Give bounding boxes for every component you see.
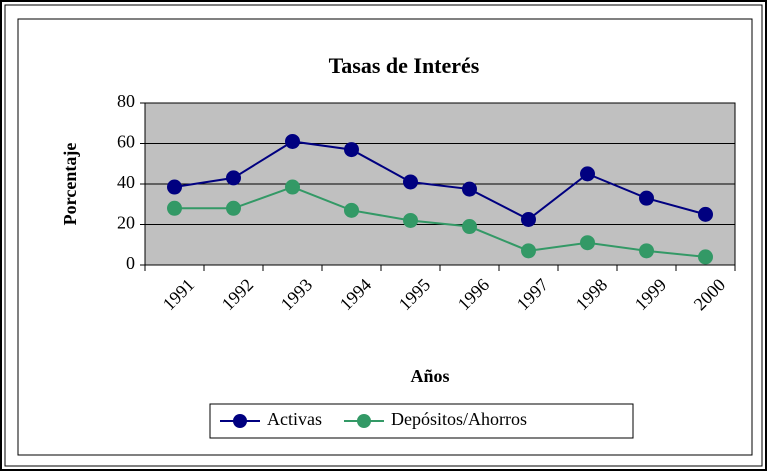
y-axis-label: Porcentaje xyxy=(60,143,80,226)
y-tick-label: 20 xyxy=(117,213,135,233)
data-point xyxy=(521,243,536,259)
data-point xyxy=(226,200,241,216)
data-point xyxy=(639,190,654,206)
legend-marker xyxy=(233,414,247,428)
x-axis-label: Años xyxy=(410,366,449,386)
chart-title: Tasas de Interés xyxy=(329,53,480,78)
legend-label: Activas xyxy=(267,409,322,429)
y-tick-label: 0 xyxy=(126,253,135,273)
data-point xyxy=(521,211,536,227)
data-point xyxy=(285,133,300,149)
data-point xyxy=(167,200,182,216)
data-point xyxy=(639,243,654,259)
legend xyxy=(209,403,634,439)
data-point xyxy=(462,181,477,197)
y-tick-label: 60 xyxy=(117,132,135,152)
series-line xyxy=(174,140,706,221)
data-point xyxy=(167,179,182,195)
inner-frame xyxy=(4,4,763,467)
series-line xyxy=(174,185,706,258)
data-point xyxy=(344,142,359,158)
data-point xyxy=(698,206,713,222)
y-tick-label: 40 xyxy=(117,172,135,192)
data-point xyxy=(698,249,713,265)
legend-label: Depósitos/Ahorros xyxy=(391,409,527,429)
data-point xyxy=(580,166,595,182)
y-tick-label: 80 xyxy=(117,91,135,111)
data-point xyxy=(226,170,241,186)
data-point xyxy=(580,235,595,251)
data-point xyxy=(403,174,418,190)
legend-marker xyxy=(356,414,371,428)
data-point xyxy=(285,179,300,195)
data-point xyxy=(344,202,359,218)
data-point xyxy=(462,219,477,235)
data-point xyxy=(403,212,418,228)
